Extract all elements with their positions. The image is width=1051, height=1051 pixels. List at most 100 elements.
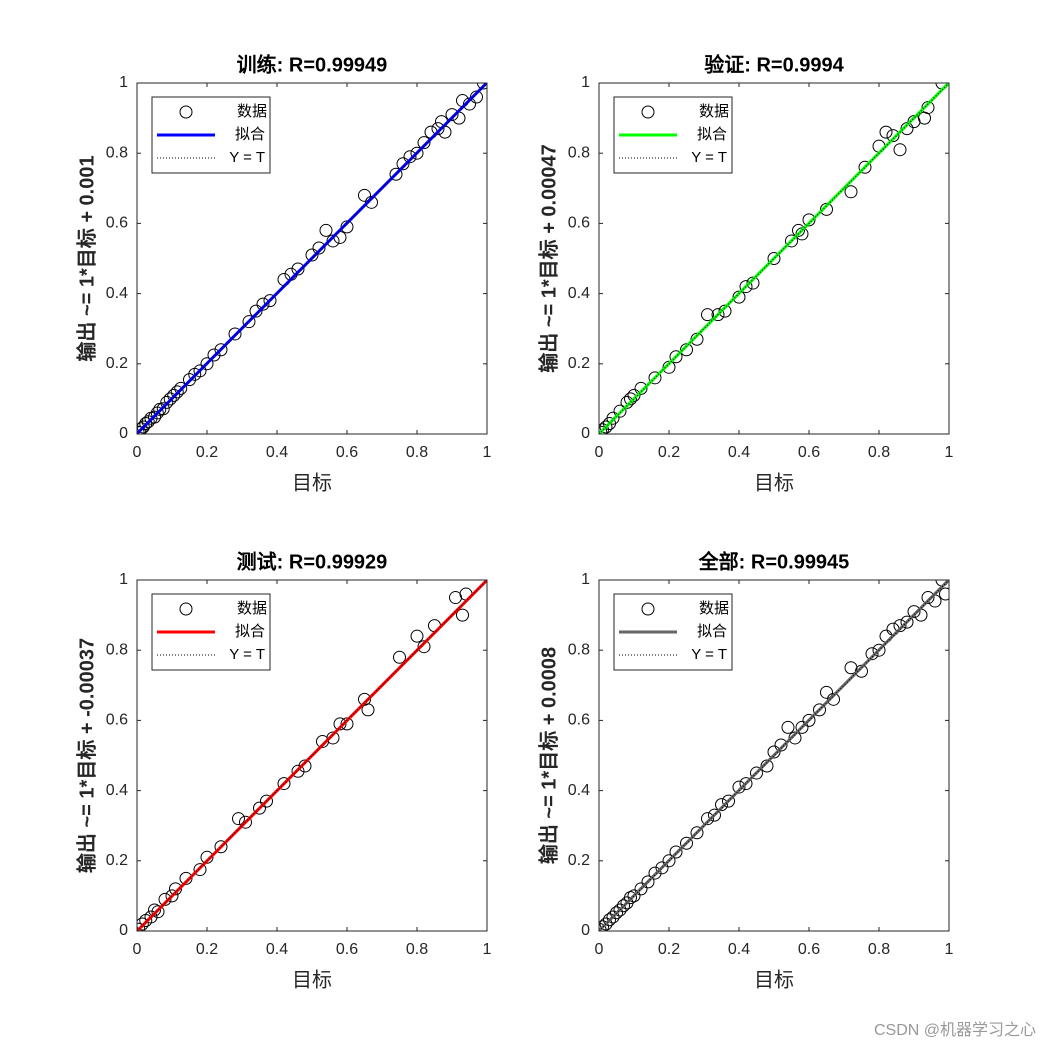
data-point: [179, 871, 193, 885]
x-tick-label: 0: [595, 444, 604, 461]
data-point: [732, 290, 746, 304]
plot-area: [137, 580, 487, 931]
y-axis-label: 输出 ~= 1*目标 + -0.00037: [74, 638, 98, 873]
data-point: [200, 850, 214, 864]
data-point: [410, 629, 424, 643]
data-point: [445, 108, 459, 122]
data-point: [648, 866, 662, 880]
data-point: [160, 395, 174, 409]
data-point: [260, 794, 273, 808]
data-point: [232, 812, 245, 826]
data-point: [827, 692, 840, 706]
panel: 0 0.2 0.4 0.6 0.8 1 0 0.2 0.4 0.6 0.8 1 验证: R=0.9994…: [536, 52, 953, 494]
data-point: [802, 213, 816, 227]
data-point: [214, 343, 228, 357]
data-point: [774, 738, 788, 752]
x-tick-label: 0.2: [658, 444, 680, 461]
legend-label: Y = T: [691, 149, 727, 166]
x-tick-label: 0.6: [798, 941, 820, 958]
x-tick-label: 0: [133, 941, 142, 958]
data-point: [599, 920, 609, 931]
data-point: [855, 664, 868, 678]
data-point: [137, 917, 149, 931]
data-point: [900, 615, 914, 629]
data-point: [470, 90, 483, 104]
axes-box: [598, 579, 950, 932]
x-axis-label: 目标: [292, 968, 332, 991]
data-point: [403, 150, 417, 164]
legend-label: 拟合: [697, 126, 727, 143]
data-point: [291, 262, 305, 276]
legend-label: Y = T: [229, 149, 265, 166]
data-point: [701, 308, 714, 322]
data-point: [634, 882, 648, 896]
data-point: [624, 392, 637, 406]
data-point: [921, 591, 935, 605]
y-tick-label: 0.6: [568, 215, 590, 232]
data-point: [722, 794, 735, 808]
x-tick-label: 0.6: [798, 444, 820, 461]
y-tick-label: 0.4: [106, 782, 128, 799]
legend-label: 拟合: [697, 623, 727, 640]
y-tick-label: 0.4: [568, 285, 590, 302]
y-tick-label: 0: [119, 425, 128, 442]
chart-title: 训练: R=0.99949: [237, 52, 388, 76]
x-tick-label: 1: [483, 941, 492, 958]
data-point: [389, 167, 403, 181]
data-point: [393, 650, 406, 664]
fit-line: [599, 580, 949, 931]
y-tick-label: 0.8: [106, 641, 128, 658]
data-point: [603, 913, 616, 927]
fit-line: [599, 83, 949, 434]
data-point: [263, 294, 277, 308]
data-point: [739, 280, 753, 294]
data-point: [893, 143, 907, 157]
data-point: [627, 889, 641, 903]
y-tick-label: 1: [581, 571, 590, 588]
data-point: [708, 808, 721, 822]
x-tick-label: 0.2: [196, 941, 218, 958]
data-point: [781, 720, 795, 734]
data-point: [151, 905, 165, 919]
data-point: [163, 392, 177, 406]
data-point: [732, 780, 746, 794]
x-tick-label: 0: [595, 941, 604, 958]
data-point: [599, 425, 608, 434]
x-tick-label: 0.4: [728, 444, 750, 461]
y-tick-label: 0.2: [568, 852, 590, 869]
data-point: [820, 202, 833, 216]
data-point: [624, 891, 637, 905]
data-point: [865, 647, 879, 661]
data-point: [193, 863, 207, 877]
data-point: [417, 640, 431, 654]
data-point: [858, 160, 872, 174]
data-point: [886, 129, 900, 143]
data-point: [167, 388, 181, 402]
x-tick-label: 0.2: [658, 941, 680, 958]
data-point: [690, 332, 704, 346]
legend-marker: [179, 602, 193, 616]
y-tick-label: 0.4: [568, 782, 590, 799]
data-point: [795, 720, 809, 734]
x-tick-label: 0.6: [336, 941, 358, 958]
x-tick-label: 0.8: [868, 941, 890, 958]
data-point: [711, 308, 725, 322]
data-point: [599, 420, 613, 434]
data-point: [291, 764, 305, 778]
data-point: [477, 83, 487, 90]
data-point: [620, 395, 634, 409]
data-point: [253, 801, 266, 815]
x-axis-label: 目标: [292, 471, 332, 494]
data-point: [792, 223, 805, 237]
data-point: [410, 146, 424, 160]
plot-area: [599, 83, 949, 434]
data-point: [718, 304, 732, 318]
legend-marker: [641, 602, 655, 616]
x-tick-label: 1: [483, 444, 492, 461]
fit-line: [137, 83, 487, 434]
data-point: [900, 122, 914, 136]
legend-label: 数据: [699, 600, 729, 617]
